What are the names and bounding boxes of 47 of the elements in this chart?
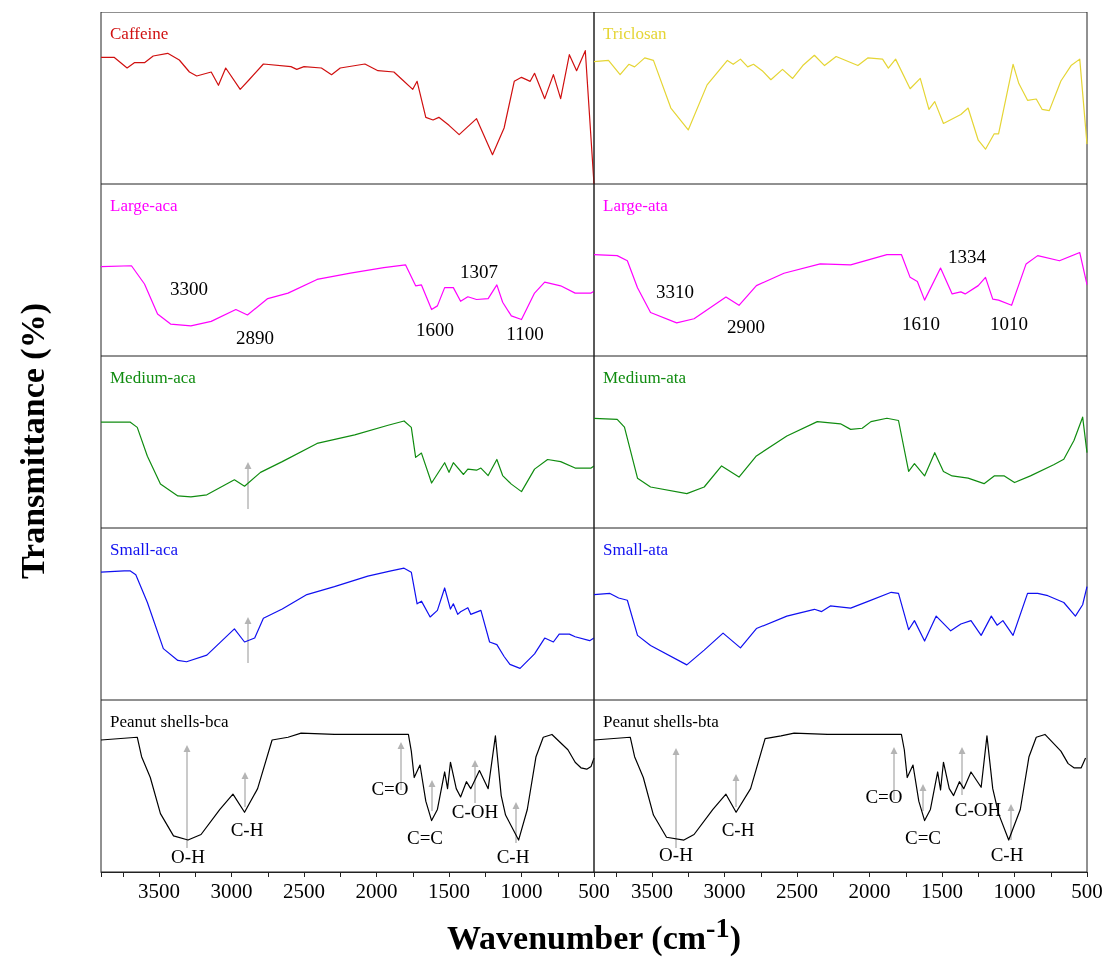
annotation: 2890 <box>235 326 275 350</box>
series-label: Medium-ata <box>603 368 687 387</box>
annotation: C=O <box>370 777 410 801</box>
x-tick-label: 500 <box>578 878 610 903</box>
annotation: C-H <box>720 818 756 842</box>
annotation: C-OH <box>450 800 500 824</box>
annotation: 1334 <box>947 245 987 269</box>
series-label: Small-aca <box>110 540 179 559</box>
x-tick-label: 2000 <box>848 878 891 903</box>
annotation: 1010 <box>989 312 1029 336</box>
text: Medium-aca <box>110 368 197 387</box>
annotation: O-H <box>170 845 206 869</box>
x-tick-label: 3000 <box>210 878 253 903</box>
x-tick-label: 2000 <box>355 878 398 903</box>
x-tick-label: 3500 <box>138 878 180 903</box>
x-tick-label: 1500 <box>921 878 963 903</box>
annotation: C=O <box>864 785 904 809</box>
series-label: Peanut shells-bta <box>603 712 720 731</box>
annotation: 1100 <box>505 322 545 346</box>
x-tick-label: 3500 <box>631 878 673 903</box>
text: Large-ata <box>603 196 669 215</box>
annotation: 1600 <box>415 318 455 342</box>
series-label: Triclosan <box>603 24 668 43</box>
annotation: C-H <box>229 818 265 842</box>
series-label: Peanut shells-bca <box>110 712 229 731</box>
x-tick-label: 1000 <box>993 878 1036 903</box>
annotation: C-H <box>495 845 531 869</box>
x-tick-label: 3000 <box>703 878 746 903</box>
annotation: C-H <box>989 843 1025 867</box>
annotation: 1307 <box>459 260 499 284</box>
y-axis-title: Transmittance (%) <box>14 302 52 582</box>
annotation: C=C <box>405 826 445 850</box>
text: Large-aca <box>110 196 179 215</box>
x-tick-label: 500 <box>1071 878 1103 903</box>
x-tick-label: 1500 <box>428 878 470 903</box>
annotation: 1610 <box>901 312 941 336</box>
annotation: 3310 <box>655 280 695 304</box>
annotation: O-H <box>658 843 694 867</box>
x-tick-label: 1000 <box>500 878 543 903</box>
series-label: Caffeine <box>110 24 169 43</box>
annotation: 3300 <box>169 277 209 301</box>
annotation: 2900 <box>726 315 766 339</box>
x-tick-label: 2500 <box>283 878 325 903</box>
x-tick-label: 2500 <box>776 878 818 903</box>
text: Small-ata <box>603 540 669 559</box>
annotation: C=C <box>903 826 943 850</box>
x-axis-title: Wavenumber (cm$^{-1}$) <box>446 912 742 958</box>
